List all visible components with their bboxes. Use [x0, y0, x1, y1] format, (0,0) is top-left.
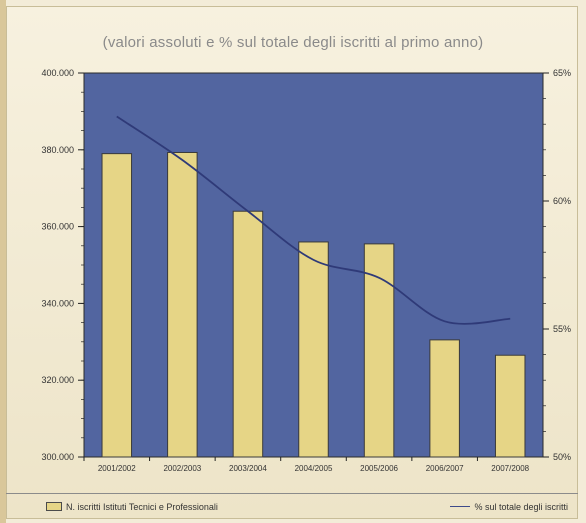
chart-title: (valori assoluti e % sul totale degli is… [102, 34, 484, 51]
x-tick-label: 2007/2008 [491, 464, 529, 473]
legend-item-line: % sul totale degli iscritti [450, 502, 568, 512]
left-decor-strip [0, 0, 6, 523]
y-left-tick-label: 380.000 [41, 145, 74, 155]
y-left-tick-label: 300.000 [41, 452, 74, 462]
bar [101, 153, 133, 458]
x-tick-label: 2004/2005 [295, 464, 333, 473]
y-right-tick-label: 50% [553, 452, 571, 462]
legend-label-bars: N. iscritti Istituti Tecnici e Professio… [66, 501, 218, 512]
plot-layer: 300.000 320.000 340.000 360.000 380.000 400.0… [41, 68, 571, 473]
bar [363, 243, 395, 458]
bar [298, 241, 329, 458]
y-right-tick-label: 55% [553, 324, 571, 334]
y-left-tick-label: 340.000 [41, 298, 74, 308]
legend-line-swatch [450, 506, 471, 507]
x-tick-label: 2001/2002 [98, 464, 136, 473]
bar [232, 210, 264, 458]
legend-label-line: % sul totale degli iscritti [474, 501, 568, 512]
y-right-tick-label: 65% [553, 68, 571, 78]
bar [167, 151, 198, 458]
bar [429, 339, 460, 458]
y-left-tick-label: 400.000 [41, 68, 74, 78]
chart-legend: N. iscritti Istituti Tecnici e Professio… [6, 493, 578, 519]
bar [494, 354, 526, 458]
y-left-tick-label: 320.000 [41, 375, 74, 385]
y-left-tick-label: 360.000 [41, 222, 74, 232]
x-tick-label: 2003/2004 [229, 464, 267, 473]
legend-item-bars: N. iscritti Istituti Tecnici e Professio… [46, 502, 218, 512]
x-tick-label: 2002/2003 [163, 464, 201, 473]
y-right-tick-label: 60% [553, 196, 571, 206]
x-tick-label: 2006/2007 [426, 464, 464, 473]
x-tick-label: 2005/2006 [360, 464, 398, 473]
legend-bar-swatch [46, 502, 62, 511]
